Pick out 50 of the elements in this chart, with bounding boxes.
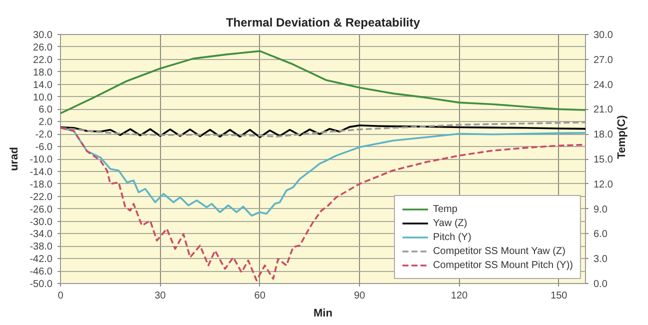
y-tick-label: -46.0 <box>30 266 53 278</box>
x-tick-label: 30 <box>154 290 166 302</box>
y-tick-label: 22.0 <box>33 54 53 66</box>
y2-tick-label: 6.0 <box>594 229 608 240</box>
y2-tick-label: 24.0 <box>594 80 614 91</box>
y-tick-label: -14.0 <box>30 166 53 178</box>
y-tick-label: -6.0 <box>35 142 53 154</box>
y2-tick-label: 27.0 <box>594 54 614 66</box>
chart-title: Thermal Deviation & Repeatability <box>226 16 420 30</box>
legend-label: Temp <box>432 203 458 215</box>
y2-tick-label: 18.0 <box>594 130 614 141</box>
y2-tick-label: 3.0 <box>594 254 608 266</box>
x-tick-label: 0 <box>58 290 64 302</box>
x-tick-label: 150 <box>550 290 568 302</box>
y-tick-label: -2.0 <box>35 130 53 141</box>
legend-label: Yaw (Z) <box>432 217 468 229</box>
y-tick-label: 14.0 <box>33 80 53 91</box>
y2-tick-label: 21.0 <box>594 104 614 116</box>
y-tick-label: 2.0 <box>38 117 53 128</box>
y-axis-title: urad <box>8 147 21 171</box>
y-tick-label: -34.0 <box>30 229 53 240</box>
line-series <box>60 50 586 114</box>
legend-label: Competitor SS Mount Yaw (Z) <box>432 245 566 257</box>
y-tick-label: -26.0 <box>30 204 53 216</box>
x-axis-title: Min <box>314 308 333 320</box>
legend-label: Pitch (Y) <box>432 231 472 243</box>
y-tick-label: -50.0 <box>30 279 53 290</box>
legend-label: Competitor SS Mount Pitch (Y)) <box>432 259 573 271</box>
y-tick-label: -30.0 <box>30 216 53 228</box>
x-tick-label: 90 <box>354 290 366 302</box>
y-tick-label: 30.0 <box>33 30 53 41</box>
y-tick-label: -10.0 <box>30 154 53 166</box>
y2-tick-label: 9.0 <box>594 204 608 216</box>
y2-tick-label: 0.0 <box>594 279 608 290</box>
line-series <box>60 126 586 282</box>
y-tick-label: 10.0 <box>33 92 53 104</box>
y-tick-label: 18.0 <box>33 67 53 78</box>
line-series <box>60 124 586 138</box>
x-tick-label: 120 <box>450 290 468 302</box>
y-tick-label: 6.0 <box>38 104 53 116</box>
y2-tick-label: 12.0 <box>594 179 614 190</box>
y-tick-label: -42.0 <box>30 254 53 266</box>
y-tick-label: 26.0 <box>33 42 53 54</box>
y2-axis-title: Temp(C) <box>616 114 628 159</box>
y2-tick-label: 15.0 <box>594 154 614 166</box>
y-tick-label: -22.0 <box>30 192 53 203</box>
y-tick-label: -18.0 <box>30 179 53 190</box>
y-tick-label: -38.0 <box>30 242 53 253</box>
x-tick-label: 60 <box>254 290 266 302</box>
y2-tick-label: 30.0 <box>594 30 614 41</box>
